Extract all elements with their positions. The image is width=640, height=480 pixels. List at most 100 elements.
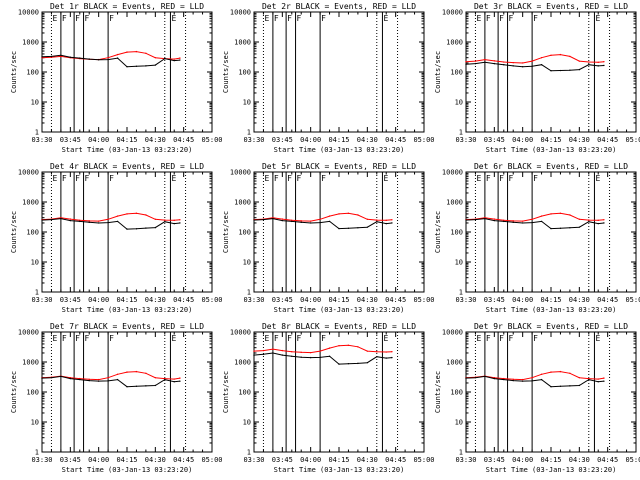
- x-tick-label: 04:30: [569, 136, 590, 144]
- y-tick-label: 10: [243, 259, 251, 267]
- events-series-line-point: [512, 221, 514, 224]
- events-series-line-point: [88, 58, 90, 60]
- marker-label: F: [75, 14, 80, 23]
- x-tick-label: 04:30: [145, 456, 166, 464]
- marker-label: F: [297, 174, 302, 183]
- x-axis-label: Start Time (03-Jan-13 03:23:20): [486, 146, 617, 154]
- lld-series-line-point: [107, 218, 109, 221]
- marker-label: F: [499, 174, 504, 183]
- lld-series-line-point: [588, 377, 590, 380]
- lld-series-line-point: [347, 212, 350, 215]
- events-series-line-point: [135, 228, 138, 230]
- events-series-line-point: [569, 69, 571, 71]
- marker-label: F: [486, 14, 491, 23]
- x-tick-label: 03:30: [31, 136, 52, 144]
- lld-series-line-point: [578, 376, 581, 379]
- y-tick-label: 10: [31, 419, 39, 427]
- events-series-line-point: [50, 218, 53, 221]
- events-series-line-point: [569, 385, 571, 387]
- events-series-line-point: [88, 379, 90, 382]
- lld-series-line-point: [540, 373, 543, 375]
- events-series-line-point: [347, 227, 350, 229]
- events-series-line-point: [391, 356, 393, 359]
- plot-frame: [465, 11, 637, 133]
- marker-label: E: [52, 174, 57, 183]
- y-tick-label: 1000: [22, 199, 39, 207]
- lld-series-line-point: [357, 346, 359, 348]
- events-series-line-point: [107, 380, 109, 382]
- events-series-line-point: [309, 222, 312, 224]
- lld-series-line-point: [135, 212, 138, 215]
- x-tick-label: 03:30: [243, 296, 264, 304]
- y-axis-label: Counts/sec: [434, 51, 442, 93]
- events-series-line-point: [60, 54, 62, 57]
- lld-series-line-point: [385, 351, 387, 353]
- events-series-line-point: [97, 380, 100, 382]
- lld-series-line-point: [512, 378, 514, 381]
- x-tick-label: 04:00: [88, 296, 109, 304]
- events-series-line-point: [154, 384, 157, 387]
- events-series-line-point: [60, 375, 62, 378]
- lld-series-line-point: [347, 344, 350, 347]
- panel-det-3: Det 3r BLACK = Events, RED = LLD 1 10 100 10…: [434, 2, 640, 154]
- events-series-line-point: [484, 217, 486, 220]
- marker-label: F: [499, 334, 504, 343]
- events-series-line-point: [512, 379, 514, 382]
- events-series-line-point: [521, 222, 524, 224]
- marker-label: F: [321, 14, 326, 23]
- events-series-line-point: [328, 220, 331, 223]
- lld-series-line-point: [559, 53, 562, 56]
- lld-series-line-point: [366, 350, 369, 352]
- x-tick-label: 05:00: [201, 296, 222, 304]
- y-tick-label: 100: [26, 229, 39, 237]
- lld-series-line-point: [107, 56, 109, 59]
- x-tick-label: 04:30: [145, 296, 166, 304]
- x-axis-label: Start Time (03-Jan-13 03:23:20): [62, 146, 193, 154]
- events-series-line: [253, 352, 392, 365]
- marker-label: F: [287, 174, 292, 183]
- y-tick-label: 10000: [230, 169, 251, 177]
- events-series-line-point: [540, 64, 543, 66]
- x-axis-label: Start Time (03-Jan-13 03:23:20): [274, 306, 405, 314]
- y-tick-label: 10: [455, 99, 463, 107]
- lld-series-line-point: [116, 373, 119, 375]
- events-series-line-point: [484, 61, 486, 64]
- panel-title: Det 2r BLACK = Events, RED = LLD: [262, 2, 416, 11]
- lld-series-line-point: [173, 219, 175, 222]
- lld-series-line-point: [569, 55, 571, 58]
- panel-det-5: Det 5r BLACK = Events, RED = LLD 1 10 100 10…: [222, 162, 435, 314]
- lld-series-line-point: [79, 377, 81, 380]
- events-series-line-point: [69, 219, 72, 222]
- y-tick-label: 10000: [442, 9, 463, 17]
- events-series-line-point: [164, 57, 166, 60]
- marker-label: F: [62, 334, 67, 343]
- y-tick-label: 1: [35, 289, 39, 297]
- events-series-line-point: [173, 59, 175, 62]
- marker-label: E: [171, 334, 176, 343]
- events-series-line-point: [385, 357, 387, 359]
- events-series-line-point: [291, 355, 293, 357]
- lld-series-line-point: [521, 220, 524, 222]
- lld-series-line-point: [309, 220, 312, 222]
- y-tick-label: 10000: [442, 329, 463, 337]
- events-series-line-point: [550, 386, 552, 388]
- x-tick-label: 04:15: [328, 296, 349, 304]
- x-tick-label: 05:00: [413, 296, 434, 304]
- marker-label: F: [297, 334, 302, 343]
- lld-series-line-point: [531, 218, 533, 221]
- events-series-line-point: [603, 64, 605, 67]
- events-series-line-point: [126, 66, 128, 68]
- x-tick-label: 04:15: [116, 456, 137, 464]
- lld-series-line-point: [145, 372, 147, 375]
- x-tick-label: 04:00: [512, 456, 533, 464]
- marker-label: F: [109, 174, 114, 183]
- lld-series-line: [465, 212, 604, 222]
- lld-series-line-point: [503, 61, 505, 63]
- marker-label: E: [595, 174, 600, 183]
- lld-series-line-point: [597, 378, 599, 380]
- x-tick-label: 04:45: [597, 136, 618, 144]
- marker-label: F: [85, 14, 90, 23]
- panel-det-9: Det 9r BLACK = Events, RED = LLD 1 10 100 10…: [434, 322, 640, 474]
- marker-label: E: [476, 174, 481, 183]
- x-tick-label: 04:30: [569, 456, 590, 464]
